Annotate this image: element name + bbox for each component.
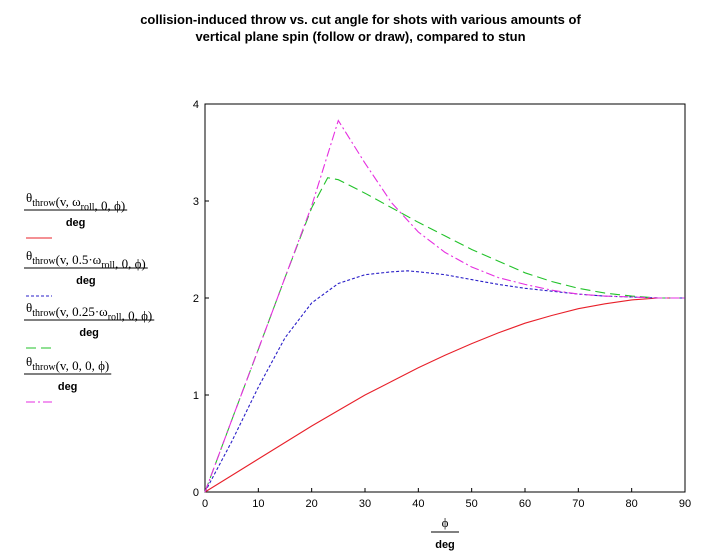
- y-tick-label: 1: [193, 390, 199, 402]
- x-tick-label: 20: [306, 498, 318, 510]
- legend-entry-3: θthrow(v, 0.25·ωroll, 0, ϕ) deg: [24, 300, 155, 349]
- legend-denominator: deg: [76, 275, 96, 287]
- x-tick-label: 90: [679, 498, 691, 510]
- chart-title-line-2: vertical plane spin (follow or draw), co…: [195, 29, 526, 44]
- x-tick-label: 40: [412, 498, 424, 510]
- x-tick-label: 10: [252, 498, 264, 510]
- series-line-4: [204, 119, 685, 493]
- x-tick-label: 70: [572, 498, 584, 510]
- x-label-denominator: deg: [435, 539, 455, 551]
- legend-entry-1: θthrow(v, ωroll, 0, ϕ) deg: [24, 190, 128, 239]
- legend-expression: θthrow(v, ωroll, 0, ϕ): [26, 190, 125, 213]
- axis-ticks: 0 10 20 30 40 50 60 70 80 90 0 1 2 3 4: [193, 99, 691, 510]
- x-tick-label: 0: [202, 498, 208, 510]
- chart-title-line-1: collision-induced throw vs. cut angle fo…: [140, 12, 581, 27]
- legend-denominator: deg: [58, 381, 78, 393]
- x-tick-label: 60: [519, 498, 531, 510]
- y-tick-label: 0: [193, 487, 199, 499]
- legend-denominator: deg: [66, 217, 86, 229]
- legend-expression: θthrow(v, 0, 0, ϕ): [26, 354, 109, 373]
- x-axis-label: ϕ deg: [431, 515, 459, 551]
- series-line-1: [204, 297, 685, 493]
- legend-entry-2: θthrow(v, 0.5·ωroll, 0, ϕ) deg: [24, 248, 148, 297]
- legend-expression: θthrow(v, 0.5·ωroll, 0, ϕ): [26, 248, 146, 271]
- legend-denominator: deg: [79, 327, 99, 339]
- y-tick-label: 2: [193, 293, 199, 305]
- x-tick-label: 80: [626, 498, 638, 510]
- series-lines: [204, 119, 685, 493]
- y-tick-label: 3: [193, 196, 199, 208]
- legend-expression: θthrow(v, 0.25·ωroll, 0, ϕ): [26, 300, 152, 323]
- series-line-3: [204, 177, 685, 493]
- x-tick-label: 50: [466, 498, 478, 510]
- x-label-numerator: ϕ: [442, 515, 449, 530]
- series-line-2: [204, 270, 685, 493]
- x-tick-label: 30: [359, 498, 371, 510]
- y-tick-label: 4: [193, 99, 199, 111]
- legend-entry-4: θthrow(v, 0, 0, ϕ) deg: [24, 354, 112, 403]
